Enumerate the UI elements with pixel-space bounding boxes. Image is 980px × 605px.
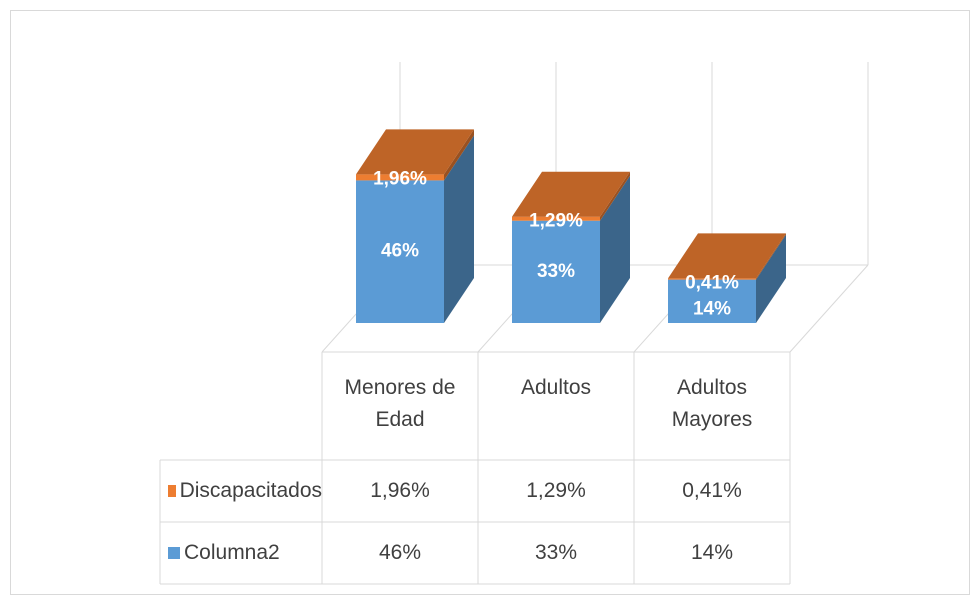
legend-text: Columna2 bbox=[184, 541, 280, 565]
category-label-text: Adultos Mayores bbox=[671, 376, 753, 431]
data-label: 46% bbox=[381, 241, 419, 262]
column-segment bbox=[356, 174, 444, 181]
category-label-text: Adultos bbox=[520, 376, 592, 399]
column-top bbox=[512, 171, 630, 217]
column-side bbox=[756, 233, 786, 280]
floor-line bbox=[789, 264, 869, 353]
column-side bbox=[444, 135, 474, 323]
column-side bbox=[756, 234, 786, 323]
legend-key bbox=[168, 485, 176, 497]
column-segment bbox=[668, 278, 756, 280]
table-value: 0,41% bbox=[634, 460, 790, 522]
table-value-text: 14% bbox=[690, 541, 734, 565]
legend-entry: Discapacitados bbox=[160, 460, 322, 522]
table-value: 1,29% bbox=[478, 460, 634, 522]
table-value: 1,96% bbox=[322, 460, 478, 522]
column-top bbox=[668, 233, 786, 279]
table-value: 14% bbox=[634, 522, 790, 584]
column-side bbox=[600, 175, 630, 323]
table-value-text: 1,29% bbox=[526, 479, 586, 503]
category-label: Adultos bbox=[478, 352, 634, 460]
table-value: 46% bbox=[322, 522, 478, 584]
column-top bbox=[356, 129, 474, 175]
column-segment bbox=[668, 279, 756, 323]
data-label: 1,96% bbox=[373, 168, 427, 189]
category-label-text: Menores de Edad bbox=[344, 376, 456, 431]
legend-text: Discapacitados bbox=[179, 479, 322, 503]
table-value-text: 46% bbox=[378, 541, 422, 565]
column-segment bbox=[512, 220, 600, 323]
data-label: 33% bbox=[537, 261, 575, 282]
legend-key bbox=[168, 547, 180, 559]
column-side bbox=[600, 171, 630, 221]
column-segment bbox=[512, 216, 600, 221]
data-label: 1,29% bbox=[529, 211, 583, 232]
data-label: 0,41% bbox=[685, 272, 739, 293]
column-side bbox=[444, 129, 474, 181]
table-value-text: 1,96% bbox=[370, 479, 430, 503]
chart-frame bbox=[10, 10, 970, 595]
table-value: 33% bbox=[478, 522, 634, 584]
table-value-text: 33% bbox=[534, 541, 578, 565]
column-segment bbox=[356, 180, 444, 323]
category-label: Adultos Mayores bbox=[634, 352, 790, 460]
data-label: 14% bbox=[693, 298, 731, 319]
category-label: Menores de Edad bbox=[322, 352, 478, 460]
legend-entry: Columna2 bbox=[160, 522, 322, 584]
table-value-text: 0,41% bbox=[682, 479, 742, 503]
